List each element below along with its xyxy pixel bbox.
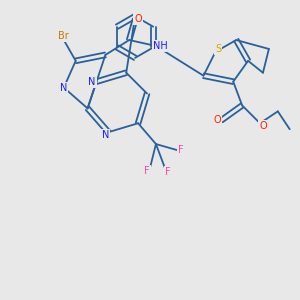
Text: F: F (165, 167, 171, 177)
Text: NH: NH (153, 41, 168, 51)
Text: N: N (60, 82, 68, 93)
Text: Br: Br (58, 31, 69, 40)
Text: O: O (213, 115, 221, 125)
Text: N: N (88, 76, 96, 87)
Text: S: S (215, 44, 221, 54)
Text: O: O (134, 14, 142, 24)
Text: F: F (144, 166, 150, 176)
Text: N: N (102, 130, 109, 140)
Text: O: O (259, 121, 267, 131)
Text: F: F (178, 145, 184, 155)
